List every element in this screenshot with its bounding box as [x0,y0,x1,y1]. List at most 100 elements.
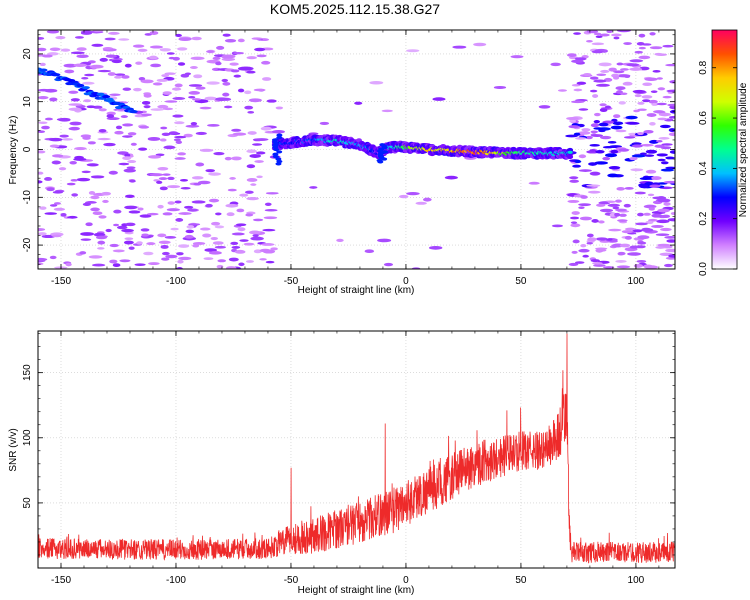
spectrogram-cell [168,56,176,60]
spectrogram-cell [662,44,674,48]
spectrogram-cell [607,140,617,144]
spectrogram-cell [571,100,585,104]
spectrogram-cell [590,123,600,128]
spectrogram-cell [189,66,198,69]
spectrogram-cell [98,215,107,219]
spectrogram-cell [571,59,584,63]
colorbar-tick-label: 0.0 [698,262,709,276]
spectrogram-cell [38,227,46,232]
spectrogram-cell [640,152,647,155]
spectrogram-cell [184,234,194,239]
spectrogram-cell [259,258,267,261]
spectrogram-cell [177,152,186,156]
spectrogram-cell [596,73,607,77]
spectrogram-cell [231,232,245,236]
spectrogram-cell [192,98,202,101]
spectrogram-cell [185,124,200,128]
spectrogram-cell [245,213,254,217]
spectrogram-cell [68,126,80,131]
spectrogram-cell [52,191,63,194]
spectrogram-cell [254,47,266,52]
snr-panel: -150 -100 -50 0 50 100 50 100 150 Height of str… [8,330,676,596]
spectrogram-cell [84,73,95,77]
spectrogram-cell [589,76,599,80]
spectrogram-cell [637,131,644,136]
spectrogram-cell [97,240,106,245]
spectrogram-cell [178,212,192,215]
spectrogram-cell [246,149,258,154]
spectrogram-cell [663,202,671,206]
spectrogram-cell [639,177,652,181]
spectrogram-cell [610,33,622,37]
spectrogram-cell [648,99,658,104]
spectrogram-cell [586,30,599,34]
spectrogram-cell [616,265,631,269]
spectrogram-cell [124,205,138,210]
spectrogram-cell [157,233,167,238]
spectrogram-cell [122,156,132,161]
spectrogram-cell [550,62,561,67]
spectrogram-cell [264,202,272,206]
spectrogram-cell [651,213,663,218]
spectrogram-cell [276,133,283,137]
spectrogram-cell [199,148,214,152]
spectrogram-cell [82,202,91,207]
spectrogram-cell [88,191,96,195]
spectrogram-cell [590,259,600,263]
spectrogram-cell [167,201,175,205]
spectrogram-cell [615,86,626,91]
spectrogram-cell [231,156,242,161]
colorbar-tick-label: 0.2 [698,211,709,225]
spectrogram-cell [206,81,220,85]
spectrogram-cell [197,180,211,185]
spectrogram-cell [137,48,148,52]
spectrogram-cell [252,218,264,222]
spectrogram-cell [637,235,650,240]
spectrogram-cell [607,173,619,178]
spectrogram-cell [573,32,581,35]
spectrogram-cell [633,263,643,268]
spectrogram-cell [598,62,612,67]
spectrogram-cell [569,179,580,183]
spectrogram-cell [138,76,146,81]
spectrogram-cell [364,249,375,254]
snr-x-tick-label: 0 [403,575,409,586]
spectrogram-cell [575,137,587,140]
spectrogram-cell [668,128,675,133]
spectrogram-cell [596,203,606,207]
snr-frame [37,330,676,569]
spectrogram-cell [574,57,587,61]
spectrogram-cell [171,87,182,91]
spectrogram-cell [617,219,628,222]
spectrogram-cell [148,55,158,60]
spectrogram-cell [657,243,671,247]
spectrogram-cell [74,36,84,39]
spectrogram-cell [188,84,203,87]
spectrogram-cell [576,81,587,85]
spectrogram-cell [70,98,80,102]
spectrogram-cell [44,88,58,93]
spectrogram-cell [82,81,95,85]
spectrogram-cell [578,206,585,210]
spectrogram-cell [658,136,670,140]
spectrogram-cell [383,262,393,267]
spectrogram-cell [557,89,567,92]
spectrogram-cell [246,196,259,201]
spectrogram-cell [669,150,675,154]
spectrogram-cell [632,89,646,94]
spectrogram-cell [247,110,255,114]
spectrogram-cell [161,74,170,78]
spectrogram-cell [158,240,171,245]
spectrogram-cell [97,69,112,73]
spectrogram-cell [636,41,645,46]
spectrogram-cell [592,261,603,265]
spectrogram-cell [159,138,167,142]
spectrogram-cell [382,150,389,154]
spectrogram-cell [538,105,551,109]
spectrogram-cell [38,257,48,261]
spectrogram-cell [266,99,277,103]
spectrogram-cell [623,203,631,208]
spectrogram-cell [39,68,48,72]
spectrogram-cell [41,125,50,130]
spectrogram-cell [263,216,278,220]
